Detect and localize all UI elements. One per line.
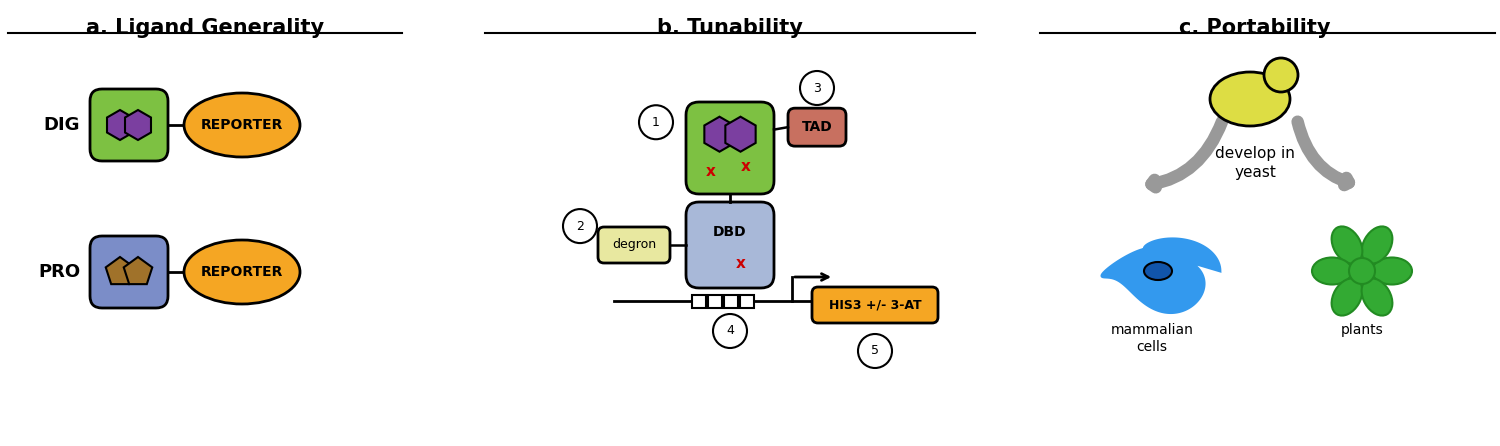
Circle shape: [858, 334, 892, 368]
Polygon shape: [105, 257, 135, 284]
Text: b. Tunability: b. Tunability: [657, 18, 802, 38]
Text: plants: plants: [1341, 323, 1383, 337]
Text: develop in
yeast: develop in yeast: [1215, 146, 1294, 180]
Text: x: x: [741, 159, 752, 174]
Text: PRO: PRO: [38, 263, 80, 281]
Text: DBD: DBD: [712, 225, 747, 239]
Circle shape: [1348, 258, 1376, 284]
Text: HIS3 +/- 3-AT: HIS3 +/- 3-AT: [828, 298, 921, 311]
Text: 3: 3: [813, 82, 820, 95]
Text: DIG: DIG: [44, 116, 80, 134]
Ellipse shape: [1362, 278, 1392, 316]
Text: x: x: [735, 256, 746, 272]
Ellipse shape: [1362, 227, 1392, 264]
Circle shape: [1264, 58, 1298, 92]
Circle shape: [562, 209, 597, 243]
FancyBboxPatch shape: [686, 102, 774, 194]
Text: mammalian
cells: mammalian cells: [1110, 323, 1194, 354]
Circle shape: [712, 314, 747, 348]
FancyBboxPatch shape: [90, 89, 168, 161]
Ellipse shape: [1144, 262, 1172, 280]
Ellipse shape: [1372, 257, 1411, 285]
Polygon shape: [1102, 239, 1220, 313]
FancyArrowPatch shape: [1298, 122, 1348, 185]
Text: TAD: TAD: [801, 120, 832, 134]
FancyArrowPatch shape: [1152, 122, 1222, 187]
FancyBboxPatch shape: [812, 287, 938, 323]
Ellipse shape: [1332, 278, 1362, 316]
Ellipse shape: [184, 93, 300, 157]
Text: 2: 2: [576, 219, 584, 232]
Polygon shape: [123, 257, 153, 284]
Bar: [740, 294, 754, 307]
FancyBboxPatch shape: [686, 202, 774, 288]
Text: a. Ligand Generality: a. Ligand Generality: [86, 18, 324, 38]
Circle shape: [800, 71, 834, 105]
Polygon shape: [106, 110, 134, 140]
FancyBboxPatch shape: [598, 227, 670, 263]
Ellipse shape: [1312, 257, 1352, 285]
Text: REPORTER: REPORTER: [201, 265, 284, 279]
Text: x: x: [705, 164, 716, 178]
Text: c. Portability: c. Portability: [1179, 18, 1330, 38]
Ellipse shape: [1332, 227, 1362, 264]
Polygon shape: [705, 117, 735, 152]
Ellipse shape: [1210, 72, 1290, 126]
Text: 4: 4: [726, 325, 734, 338]
Ellipse shape: [184, 240, 300, 304]
Bar: [724, 294, 738, 307]
FancyBboxPatch shape: [90, 236, 168, 308]
Bar: [708, 294, 722, 307]
Text: REPORTER: REPORTER: [201, 118, 284, 132]
FancyBboxPatch shape: [788, 108, 846, 146]
Polygon shape: [726, 117, 756, 152]
Polygon shape: [124, 110, 152, 140]
Circle shape: [639, 105, 674, 139]
Text: 1: 1: [652, 116, 660, 129]
Bar: [692, 294, 706, 307]
Text: degron: degron: [612, 239, 656, 252]
Text: 5: 5: [871, 344, 879, 358]
